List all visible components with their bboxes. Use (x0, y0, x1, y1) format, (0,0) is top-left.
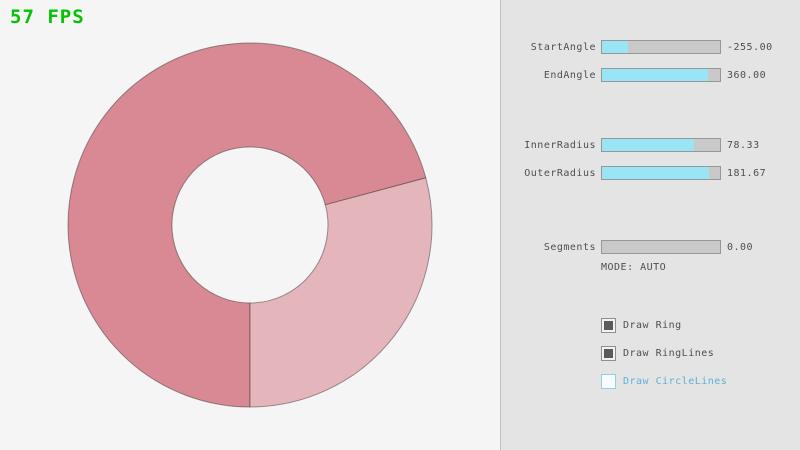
controls-panel: StartAngle -255.00 EndAngle 360.00 Inner… (500, 0, 800, 450)
checkbox-row-draw-circlelines: Draw CircleLines (601, 374, 727, 389)
segments-value: 0.00 (727, 241, 754, 253)
innerradius-label: InnerRadius (524, 139, 596, 151)
checkbox-row-draw-ringlines: Draw RingLines (601, 346, 714, 361)
slider-row-segments: Segments 0.00 (501, 240, 800, 254)
outerradius-slider[interactable] (601, 166, 721, 180)
draw-ring-checkbox[interactable] (601, 318, 616, 333)
innerradius-slider-fill (602, 139, 695, 151)
checkmark-fill (604, 321, 613, 330)
startangle-slider[interactable] (601, 40, 721, 54)
outerradius-slider-fill (602, 167, 710, 179)
draw-circlelines-label: Draw CircleLines (623, 376, 728, 387)
slider-row-innerradius: InnerRadius 78.33 (501, 138, 800, 152)
innerradius-slider[interactable] (601, 138, 721, 152)
startangle-value: -255.00 (727, 41, 773, 53)
ring-segment-dark (67, 42, 427, 408)
draw-ringlines-label: Draw RingLines (623, 348, 715, 359)
ring-drawing (67, 42, 433, 408)
checkbox-row-draw-ring: Draw Ring (601, 318, 682, 333)
draw-ringlines-checkbox[interactable] (601, 346, 616, 361)
segments-mode-text: MODE: AUTO (601, 262, 667, 273)
draw-circlelines-checkbox[interactable] (601, 374, 616, 389)
endangle-slider[interactable] (601, 68, 721, 82)
slider-row-startangle: StartAngle -255.00 (501, 40, 800, 54)
outerradius-value: 181.67 (727, 167, 767, 179)
startangle-label: StartAngle (530, 41, 596, 53)
endangle-slider-fill (602, 69, 709, 81)
outerradius-label: OuterRadius (524, 167, 596, 179)
ring-segment-light (249, 177, 433, 408)
endangle-value: 360.00 (727, 69, 767, 81)
render-canvas: 57 FPS (10, 6, 433, 408)
slider-row-outerradius: OuterRadius 181.67 (501, 166, 800, 180)
segments-slider[interactable] (601, 240, 721, 254)
segments-label: Segments (543, 241, 596, 253)
innerradius-value: 78.33 (727, 139, 760, 151)
draw-ring-label: Draw Ring (623, 320, 682, 331)
checkmark-fill (604, 349, 613, 358)
slider-row-endangle: EndAngle 360.00 (501, 68, 800, 82)
endangle-label: EndAngle (543, 69, 596, 81)
startangle-slider-fill (602, 41, 628, 53)
fps-counter: 57 FPS (10, 6, 85, 28)
